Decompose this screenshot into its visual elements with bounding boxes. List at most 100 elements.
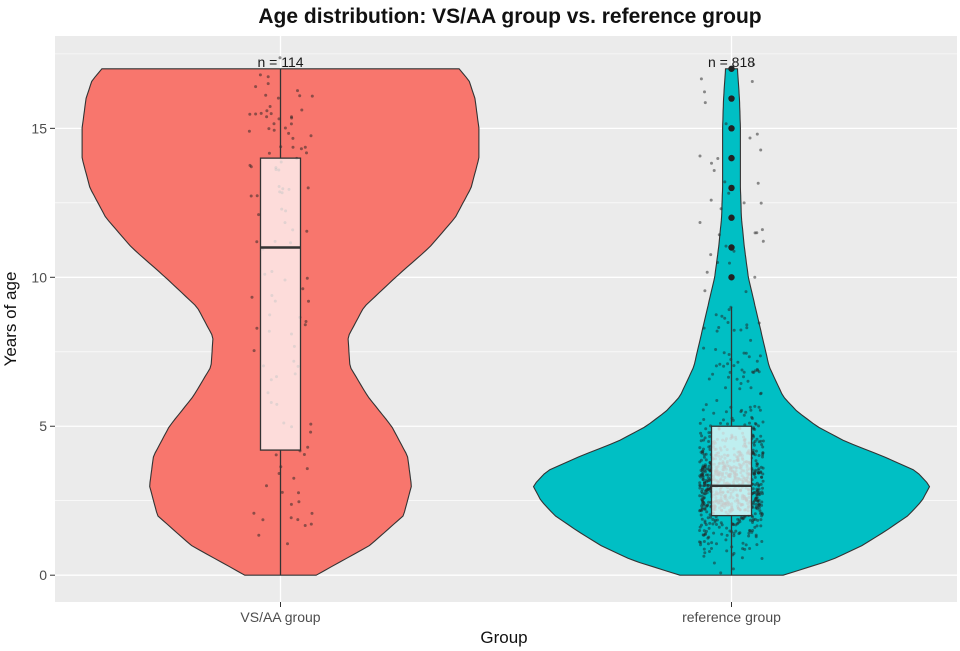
data-point (292, 476, 296, 480)
data-point (720, 314, 724, 318)
data-point (283, 126, 287, 130)
data-point (704, 427, 708, 431)
data-point (291, 145, 295, 149)
y-tick-label: 15 (31, 120, 47, 136)
data-point (701, 533, 705, 537)
data-point (701, 408, 705, 412)
data-point (297, 491, 300, 495)
data-point (754, 502, 758, 506)
data-point (732, 249, 736, 253)
data-point (289, 502, 293, 506)
data-point (754, 533, 758, 537)
data-point (744, 351, 748, 355)
data-point (289, 516, 293, 520)
data-point (706, 473, 710, 477)
data-point (699, 541, 703, 544)
data-point (727, 191, 731, 195)
data-point (702, 547, 706, 551)
data-point (699, 509, 703, 513)
data-point (291, 136, 295, 140)
data-point (740, 556, 744, 560)
data-point (707, 526, 711, 530)
data-point (702, 484, 706, 488)
data-point (756, 468, 760, 472)
data-point (255, 194, 259, 198)
data-point (760, 490, 764, 494)
data-point (701, 475, 705, 479)
data-point (719, 521, 723, 525)
data-point (741, 541, 745, 545)
outlier-point (728, 95, 735, 102)
data-point (742, 375, 745, 379)
data-point (714, 313, 718, 317)
data-point (748, 421, 751, 425)
data-point (706, 476, 710, 480)
data-point (305, 229, 309, 233)
data-point (726, 362, 730, 366)
data-point (698, 529, 702, 532)
data-point (706, 516, 710, 520)
data-point (753, 475, 757, 479)
data-point (751, 515, 755, 519)
data-point (753, 369, 757, 373)
data-point (714, 348, 718, 351)
data-point (751, 435, 755, 439)
data-point (257, 213, 261, 217)
data-point (265, 109, 269, 113)
data-point (715, 518, 719, 522)
data-point (739, 328, 743, 332)
data-point (705, 504, 708, 508)
data-point (755, 543, 759, 547)
data-point (755, 464, 759, 468)
data-point (749, 338, 753, 342)
data-point (731, 567, 735, 571)
data-point (747, 534, 751, 538)
data-point (705, 510, 709, 514)
data-point (759, 470, 763, 474)
data-point (758, 509, 762, 513)
data-point (707, 464, 711, 468)
data-point (747, 531, 751, 535)
data-point (261, 518, 265, 522)
data-point (702, 326, 706, 330)
data-point (751, 487, 755, 491)
data-point (720, 532, 724, 536)
data-point (710, 161, 713, 165)
data-point (701, 500, 705, 504)
data-point (707, 377, 711, 381)
data-point (760, 500, 764, 504)
data-point (757, 487, 761, 491)
data-point (754, 449, 758, 453)
data-point (757, 405, 761, 409)
data-point (286, 542, 289, 546)
data-point (748, 547, 752, 550)
data-point (761, 512, 764, 516)
data-point (746, 379, 750, 383)
data-point (699, 468, 703, 472)
data-point (699, 458, 703, 462)
data-point (708, 448, 712, 451)
data-point (760, 540, 764, 543)
data-point (252, 349, 256, 353)
data-point (290, 115, 293, 119)
outlier-point (728, 214, 735, 221)
data-point (734, 523, 738, 527)
y-tick-label: 0 (39, 567, 47, 583)
data-point (248, 112, 252, 116)
data-point (301, 287, 305, 291)
outlier-point (728, 154, 735, 162)
data-point (753, 439, 757, 443)
data-point (757, 370, 761, 374)
data-point (740, 516, 744, 520)
data-point (306, 186, 310, 190)
data-point (701, 451, 704, 455)
data-point (254, 112, 258, 116)
data-point (761, 472, 765, 476)
data-point (309, 134, 313, 138)
data-point (703, 463, 707, 467)
data-point (703, 289, 707, 293)
data-point (703, 481, 706, 485)
data-point (739, 410, 743, 414)
data-point (717, 326, 721, 329)
data-point (750, 80, 754, 83)
